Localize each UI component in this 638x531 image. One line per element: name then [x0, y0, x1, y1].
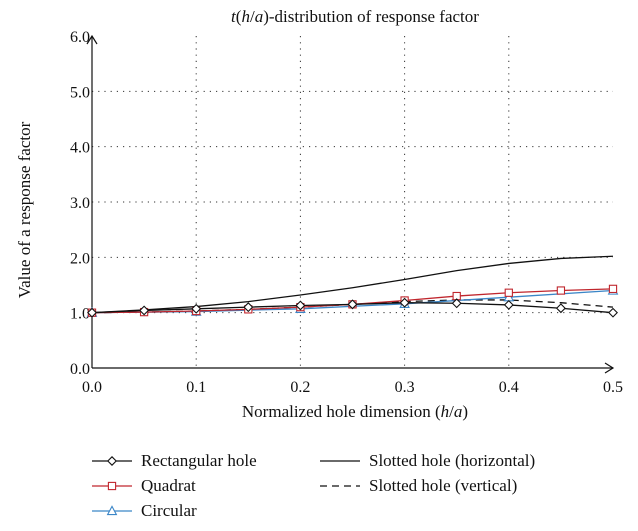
- data-point: [556, 286, 566, 295]
- y-tick-label: 4.0: [70, 140, 90, 157]
- data-point: [107, 456, 117, 466]
- series-layer: [86, 255, 619, 318]
- y-axis-title: Value of a response factor: [15, 121, 34, 298]
- legend-label: Circular: [141, 501, 197, 520]
- legend-label: Slotted hole (horizontal): [369, 451, 535, 470]
- x-axis-arrow: [604, 362, 615, 374]
- chart-title: t(h/a)-distribution of response factor: [231, 7, 479, 26]
- legend-label: Quadrat: [141, 476, 196, 495]
- x-tick-label: 0.0: [82, 379, 102, 396]
- series-0: [87, 297, 618, 318]
- data-point: [295, 300, 306, 311]
- data-point: [191, 303, 202, 314]
- chart-title-part: h: [241, 7, 250, 26]
- chart-title-part: /: [250, 7, 255, 26]
- data-point: [243, 302, 254, 313]
- series-line: [91, 255, 614, 314]
- data-point: [608, 307, 618, 318]
- data-point: [451, 298, 462, 309]
- legend: Rectangular hole Quadrat Circular Slotted h…: [92, 451, 535, 520]
- legend-item: Rectangular hole: [92, 451, 257, 470]
- y-tick-label: 1.0: [70, 306, 90, 323]
- chart-title-part: a: [255, 7, 264, 26]
- data-point: [139, 305, 150, 316]
- data-point: [504, 288, 513, 297]
- data-point: [399, 297, 410, 308]
- data-point: [106, 505, 118, 516]
- x-axis-title-part: ): [462, 402, 468, 421]
- data-point: [503, 299, 514, 310]
- series-3: [91, 255, 614, 314]
- legend-item: Quadrat: [92, 476, 196, 495]
- y-tick-label: 2.0: [70, 250, 90, 267]
- x-axis-title-part: h: [441, 402, 450, 421]
- tick-labels: 0.0 0.1 0.2 0.3 0.4 0.5 0.0 1.0 2.0 3.0 4.0 5.0 6.0: [70, 29, 623, 396]
- x-tick-label: 0.1: [186, 379, 206, 396]
- axes: [86, 34, 615, 374]
- legend-item: Slotted hole (vertical): [320, 476, 517, 495]
- y-tick-label: 5.0: [70, 84, 90, 101]
- legend-item: Slotted hole (horizontal): [320, 451, 535, 470]
- data-point: [608, 284, 618, 294]
- y-tick-label: 3.0: [70, 195, 90, 212]
- x-axis-title-part: /: [449, 402, 454, 421]
- legend-item: Circular: [92, 501, 197, 520]
- data-point: [107, 481, 117, 491]
- x-tick-label: 0.2: [290, 379, 310, 396]
- x-tick-label: 0.3: [395, 379, 415, 396]
- chart-title-part: t: [231, 7, 237, 26]
- data-point: [87, 307, 97, 318]
- y-tick-label: 0.0: [70, 361, 90, 378]
- y-tick-label: 6.0: [70, 29, 90, 46]
- x-axis-title-part: Normalized hole dimension (: [242, 402, 441, 421]
- data-point: [347, 299, 358, 310]
- grid: [92, 36, 613, 368]
- legend-label: Rectangular hole: [141, 451, 257, 470]
- y-axis-arrow: [86, 34, 98, 45]
- x-axis-title-part: a: [454, 402, 463, 421]
- x-axis-title: Normalized hole dimension (h/a): [242, 402, 468, 421]
- chart-title-part: (: [236, 7, 242, 26]
- legend-label: Slotted hole (vertical): [369, 476, 517, 495]
- data-point: [555, 303, 566, 314]
- chart-title-part: )-distribution of response factor: [263, 7, 479, 26]
- x-tick-label: 0.4: [499, 379, 519, 396]
- x-tick-label: 0.5: [603, 379, 623, 396]
